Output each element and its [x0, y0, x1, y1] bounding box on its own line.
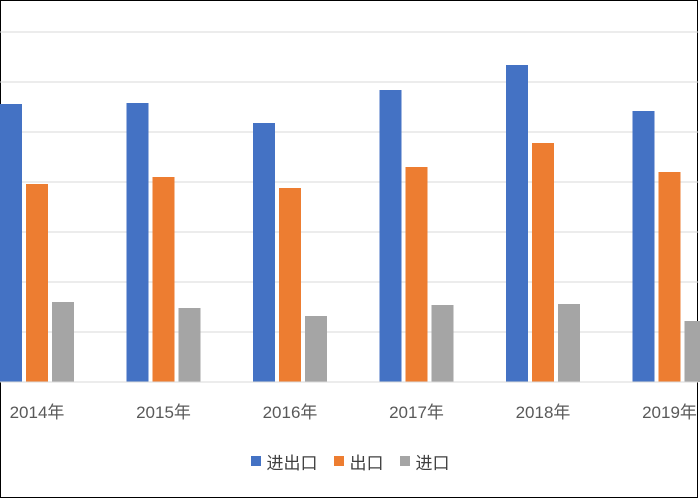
x-tick-label: 2018年 [516, 403, 571, 422]
bar-进口-2016年 [305, 316, 327, 382]
bar-进出口-2018年 [506, 65, 528, 382]
x-tick-label: 2019年 [642, 403, 697, 422]
legend-swatch [333, 456, 344, 466]
bar-出口-2019年 [658, 172, 681, 382]
x-tick-label: 2017年 [389, 403, 444, 422]
x-tick-label: 2014年 [10, 403, 65, 422]
legend-label: 进口 [415, 453, 450, 474]
bar-出口-2016年 [279, 188, 301, 382]
bar-进口-2019年 [684, 321, 700, 382]
legend-swatch [399, 456, 410, 466]
bars [0, 65, 700, 382]
bar-出口-2014年 [26, 184, 48, 382]
x-tick-label: 2016年 [263, 403, 318, 422]
gridlines [0, 31, 698, 333]
legend-label: 出口 [349, 453, 384, 474]
x-tick-labels: 2014年 2015年 2016年 2017年 2018年 2019年 [10, 403, 697, 422]
legend-label: 进出口 [266, 453, 318, 474]
legend: 进出口 出口 进口 [0, 449, 700, 474]
bar-进出口-2019年 [632, 111, 655, 382]
bar-进口-2014年 [52, 302, 74, 382]
bar-出口-2017年 [405, 167, 428, 382]
x-tick-label: 2015年 [136, 403, 191, 422]
bar-出口-2015年 [152, 177, 175, 382]
bar-进口-2017年 [431, 305, 454, 382]
bar-出口-2018年 [532, 143, 554, 382]
bar-进口-2015年 [178, 308, 201, 382]
bar-进出口-2016年 [253, 123, 275, 382]
legend-item: 进口 [399, 449, 450, 474]
bar-进出口-2015年 [126, 103, 149, 382]
bar-进口-2018年 [558, 304, 580, 382]
legend-swatch [250, 456, 261, 466]
bar-进出口-2017年 [379, 90, 402, 382]
legend-item: 出口 [333, 449, 384, 474]
bar-进出口-2014年 [0, 104, 22, 382]
legend-item: 进出口 [250, 449, 318, 474]
